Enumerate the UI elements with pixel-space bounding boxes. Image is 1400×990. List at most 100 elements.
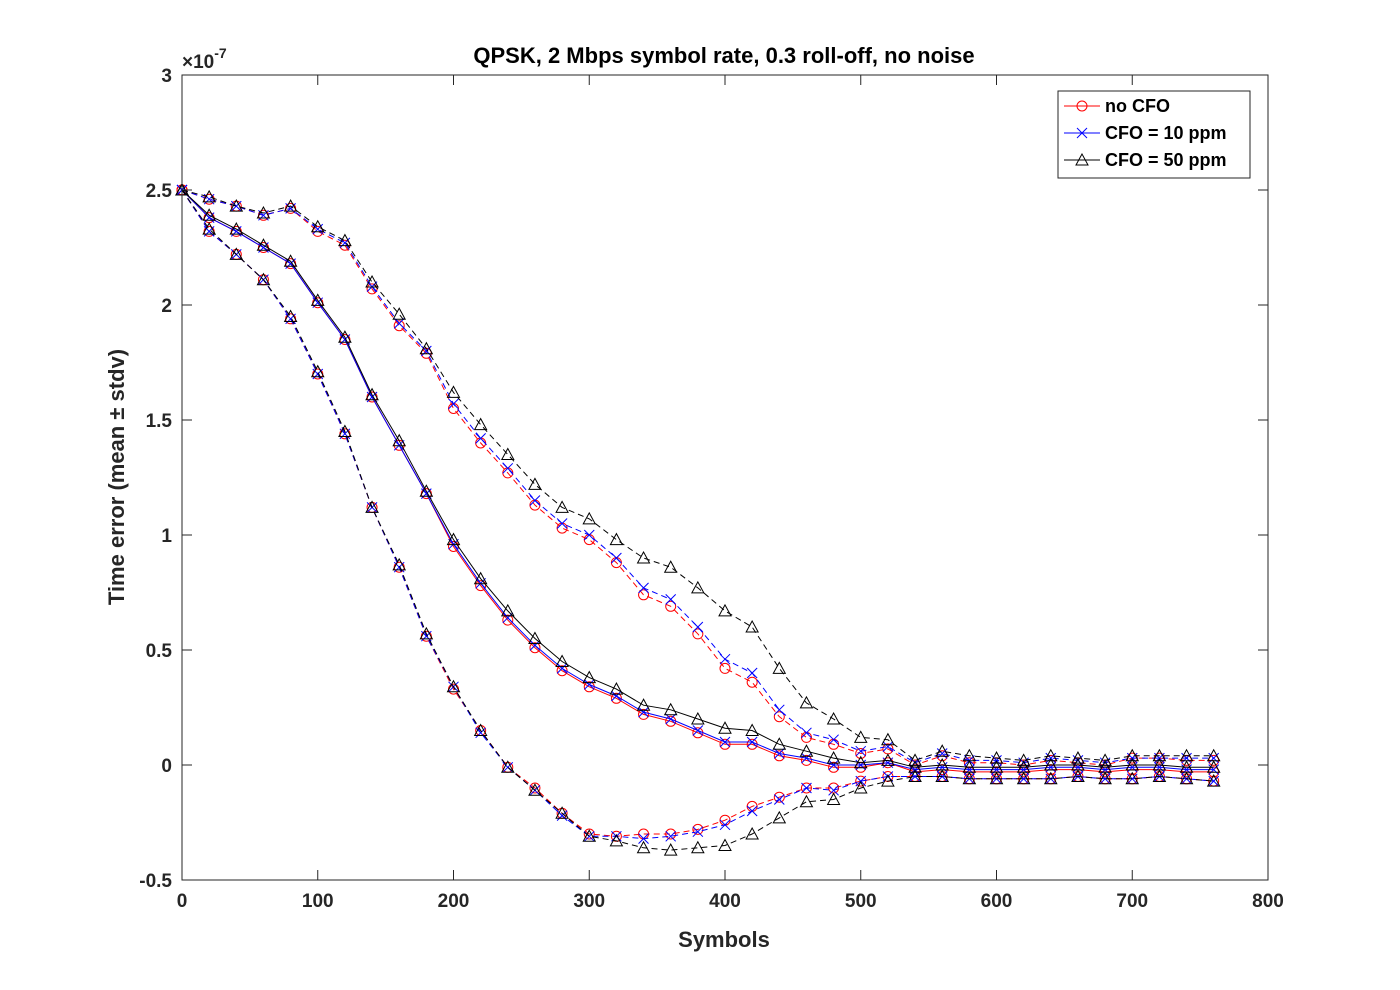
- series-2-lower-point: [881, 774, 895, 787]
- series-2-lower-point: [202, 222, 216, 235]
- series-2-lower-point: [528, 783, 542, 796]
- series-2-upper-point: [310, 219, 325, 233]
- series-2-lower-point: [745, 826, 759, 840]
- series-2-mean-point: [582, 670, 597, 684]
- series-1-upper-point: [638, 582, 649, 594]
- series-2-mean-point: [419, 484, 434, 497]
- series-1-upper-point-stroke: [583, 529, 595, 541]
- series-2-lower-point: [1152, 769, 1167, 782]
- series-1-mean-point-stroke: [855, 759, 867, 771]
- series-1-upper-point: [828, 734, 839, 746]
- series-1-upper-point-stroke: [312, 223, 324, 235]
- series-2-mean-point: [826, 751, 841, 764]
- series-2-lower-point: [365, 500, 379, 513]
- series-1-lower-point-stroke: [882, 771, 894, 782]
- series-1-lower-point-stroke: [339, 428, 351, 440]
- series-1-mean-point-stroke: [1045, 761, 1057, 773]
- series-1-upper-point-stroke: [230, 200, 242, 212]
- series-2-mean-point: [1206, 760, 1221, 773]
- series-1-lower-point-stroke: [502, 761, 514, 773]
- series-1-upper-point: [665, 594, 677, 605]
- series-2-upper-point: [691, 580, 705, 594]
- series-2-mean-point: [365, 387, 379, 401]
- y-tick-label: 1: [161, 526, 172, 547]
- series-0-lower-point: [855, 775, 867, 787]
- series-2-upper-point: [473, 417, 488, 431]
- series-1-lower-point-stroke: [665, 830, 677, 842]
- series-2-mean-point: [663, 702, 678, 716]
- series-2-upper-point: [745, 619, 759, 633]
- series-2-upper-point: [908, 753, 922, 766]
- series-1-lower-point: [203, 226, 215, 237]
- y-axis-exponent-power: -7: [214, 45, 227, 61]
- series-2-upper-point: [256, 205, 271, 219]
- series-1-mean-point: [1072, 761, 1084, 773]
- x-axis-ticks: 0 100 200 300 400 500 600 700 800: [177, 75, 1284, 912]
- series-2-lower-point: [392, 557, 407, 571]
- series-0-lower-point: [692, 823, 704, 835]
- series-1-lower-point: [665, 830, 677, 842]
- series-0-mean-point: [773, 750, 785, 762]
- series-2-upper-point: [283, 199, 298, 212]
- series-1-upper-point: [556, 518, 568, 529]
- series-2-upper-point: [718, 603, 732, 617]
- series-2-upper-point: [636, 550, 651, 564]
- series-1-mean-point-stroke: [230, 226, 242, 237]
- series-0-upper-point: [665, 600, 677, 612]
- series-1-mean-point: [638, 706, 649, 718]
- series-0-mean-point: [828, 761, 840, 773]
- series-2-lower-point: [1179, 771, 1194, 785]
- series-0-upper-line: [181, 189, 1214, 766]
- y-tick-label: 2: [161, 296, 172, 317]
- series-1-upper-point-stroke: [285, 203, 296, 214]
- series-2-lower-point: [1125, 771, 1140, 785]
- y-tick-label: 2.5: [146, 181, 173, 202]
- series-1-lower-point: [638, 833, 649, 844]
- series-1-mean-point: [991, 764, 1002, 775]
- series-1-mean-point: [1154, 761, 1165, 773]
- series-2-lower-point: [473, 723, 488, 736]
- series-1-mean-point: [583, 679, 595, 690]
- series-1-lower-point-stroke: [393, 561, 405, 573]
- series-2-upper-point: [528, 477, 542, 490]
- series-2-lower-point: [283, 309, 298, 322]
- series-2-mean-point: [1043, 757, 1058, 771]
- series-2-upper-point: [229, 199, 244, 212]
- series-2-mean-line: [181, 189, 1214, 768]
- series-1-lower-point-stroke: [420, 630, 432, 642]
- x-tick-label: 500: [845, 891, 877, 912]
- series-1-lower-point-stroke: [719, 819, 731, 831]
- series-1-upper-point: [719, 653, 731, 665]
- series-1-mean-point: [611, 690, 622, 702]
- series-1-mean-point-stroke: [312, 297, 324, 309]
- series-1-lower-point-stroke: [1018, 773, 1030, 785]
- series-1-lower-point: [285, 313, 296, 325]
- series-1-upper-point: [882, 741, 894, 752]
- series-1-mean-point-stroke: [665, 713, 677, 725]
- series-0-lower-point: [583, 828, 595, 840]
- series-1-lower-point: [339, 428, 351, 440]
- series-2-lower-point: [609, 833, 624, 847]
- series-2-lower-point: [691, 840, 705, 854]
- series-2-upper-point: [202, 189, 216, 203]
- series-2-mean-point: [881, 753, 895, 766]
- series-1-lower-point-stroke: [638, 833, 649, 844]
- y-axis-exponent: ×10-7: [182, 45, 227, 73]
- series-1-mean-point: [556, 663, 568, 674]
- chart-title: QPSK, 2 Mbps symbol rate, 0.3 roll-off, …: [473, 43, 974, 68]
- series-1-mean-point: [1018, 764, 1030, 775]
- series-2-lower-point: [1016, 771, 1031, 785]
- series-1-lower-point-stroke: [692, 826, 704, 838]
- y-axis-ticks: -0.5 0 0.5 1 1.5 2 2.5 3: [139, 66, 1268, 892]
- series-1-lower-point-stroke: [203, 226, 215, 237]
- series-1-mean-point-stroke: [529, 640, 541, 651]
- series-1-upper-point-stroke: [719, 653, 731, 665]
- series-1-upper-point: [583, 529, 595, 541]
- series-1-upper-point-stroke: [828, 734, 839, 746]
- series-0-upper-point: [855, 748, 867, 759]
- series-1-lower-point: [719, 819, 731, 831]
- series-2-lower-point: [826, 792, 841, 805]
- series-1-mean-point-stroke: [339, 334, 351, 345]
- series-1-upper-point: [801, 727, 812, 739]
- series-2-upper-point: [1071, 751, 1085, 764]
